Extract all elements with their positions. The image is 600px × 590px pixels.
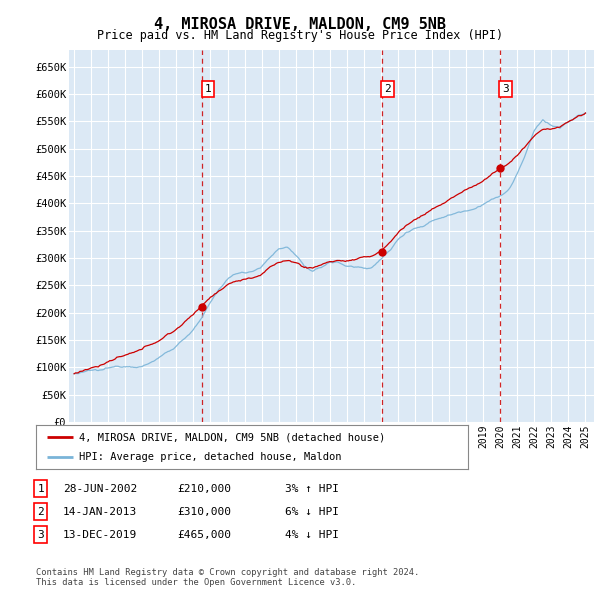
Text: £310,000: £310,000 bbox=[177, 507, 231, 516]
Text: 1: 1 bbox=[205, 84, 211, 94]
Text: 4, MIROSA DRIVE, MALDON, CM9 5NB: 4, MIROSA DRIVE, MALDON, CM9 5NB bbox=[154, 17, 446, 31]
Text: 1: 1 bbox=[37, 484, 44, 493]
Text: 2: 2 bbox=[384, 84, 391, 94]
Text: Contains HM Land Registry data © Crown copyright and database right 2024.
This d: Contains HM Land Registry data © Crown c… bbox=[36, 568, 419, 587]
Text: 3% ↑ HPI: 3% ↑ HPI bbox=[285, 484, 339, 493]
Text: 4, MIROSA DRIVE, MALDON, CM9 5NB (detached house): 4, MIROSA DRIVE, MALDON, CM9 5NB (detach… bbox=[79, 432, 385, 442]
Text: HPI: Average price, detached house, Maldon: HPI: Average price, detached house, Mald… bbox=[79, 452, 342, 461]
Text: 3: 3 bbox=[502, 84, 509, 94]
Text: Price paid vs. HM Land Registry's House Price Index (HPI): Price paid vs. HM Land Registry's House … bbox=[97, 30, 503, 42]
Text: 28-JUN-2002: 28-JUN-2002 bbox=[63, 484, 137, 493]
Text: £210,000: £210,000 bbox=[177, 484, 231, 493]
Text: 6% ↓ HPI: 6% ↓ HPI bbox=[285, 507, 339, 516]
Text: 4% ↓ HPI: 4% ↓ HPI bbox=[285, 530, 339, 539]
Text: 2: 2 bbox=[37, 507, 44, 516]
Text: £465,000: £465,000 bbox=[177, 530, 231, 539]
Text: 3: 3 bbox=[37, 530, 44, 539]
Text: 14-JAN-2013: 14-JAN-2013 bbox=[63, 507, 137, 516]
Text: 13-DEC-2019: 13-DEC-2019 bbox=[63, 530, 137, 539]
